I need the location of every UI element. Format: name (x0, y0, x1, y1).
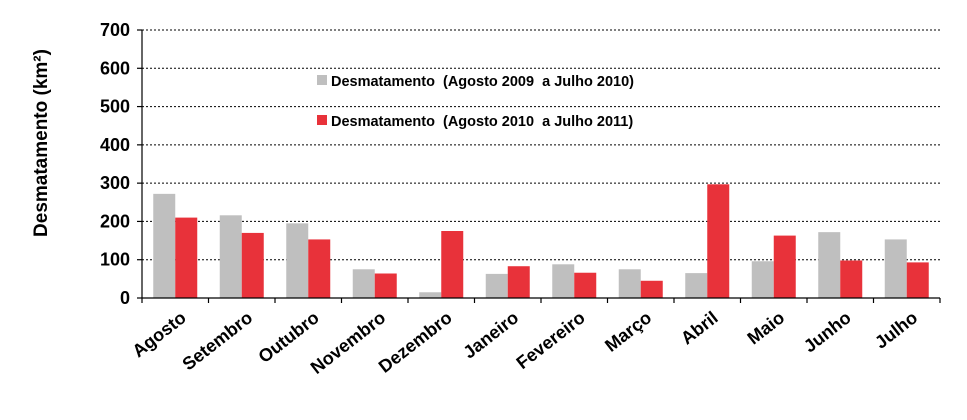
bar-2-julho (906, 262, 929, 298)
bars (153, 184, 929, 298)
bar-1-setembro (219, 215, 242, 298)
bar-1-agosto (153, 193, 176, 298)
y-tick-label: 700 (100, 20, 130, 40)
bar-1-dezembro (419, 292, 442, 298)
bar-1-outubro (286, 223, 309, 298)
legend-label-1: Desmatamento (Agosto 2009 a Julho 2010) (331, 74, 634, 90)
x-tick-label: Abril (677, 307, 722, 348)
bar-2-janeiro (507, 266, 530, 298)
legend: Desmatamento (Agosto 2009 a Julho 2010) D… (317, 74, 634, 130)
bar-1-janeiro (485, 273, 508, 298)
x-tick-label: Maio (744, 307, 789, 348)
x-tick-label: Agosto (129, 307, 190, 361)
x-tick-label: Dezembro (375, 307, 456, 376)
y-tick-label: 400 (100, 135, 130, 155)
bar-1-julho (884, 239, 907, 298)
x-tick-label: Setembro (178, 307, 256, 374)
bar-2-abril (707, 184, 730, 298)
legend-swatch-2 (317, 115, 327, 125)
x-tick-label: Junho (800, 307, 855, 356)
x-tick-label: Julho (871, 307, 921, 352)
bar-2-junho (840, 260, 863, 298)
y-axis-title: Desmatamento (km²) (31, 49, 52, 237)
bar-2-outubro (308, 239, 331, 298)
bar-2-fevereiro (574, 272, 597, 298)
bar-1-junho (818, 232, 841, 298)
bar-2-novembro (374, 273, 397, 298)
bar-1-fevereiro (552, 264, 575, 298)
bar-1-novembro (352, 269, 375, 298)
y-tick-label: 200 (100, 211, 130, 231)
legend-swatch-1 (317, 75, 327, 85)
bar-2-agosto (175, 217, 198, 298)
bar-2-março (640, 280, 663, 298)
x-tick-label: Novembro (307, 307, 389, 378)
bar-2-setembro (241, 232, 264, 298)
bar-1-abril (685, 273, 708, 298)
axes (141, 30, 941, 303)
bar-2-dezembro (441, 231, 464, 298)
y-tick-label: 300 (100, 173, 130, 193)
y-tick-label: 100 (100, 250, 130, 270)
x-tick-label: Fevereiro (513, 307, 589, 373)
legend-label-2: Desmatamento (Agosto 2010 a Julho 2011) (331, 114, 633, 130)
bar-2-maio (773, 235, 796, 298)
y-tick-label: 500 (100, 97, 130, 117)
y-axis-ticks: 0 100 200 300 400 500 600 700 (100, 20, 142, 308)
x-tick-label: Março (601, 307, 655, 355)
y-tick-label: 600 (100, 58, 130, 78)
y-tick-label: 0 (120, 288, 130, 308)
x-tick-label: Janeiro (459, 307, 522, 362)
bar-1-maio (751, 261, 774, 298)
gridlines (142, 29, 940, 261)
bar-1-março (618, 269, 641, 298)
